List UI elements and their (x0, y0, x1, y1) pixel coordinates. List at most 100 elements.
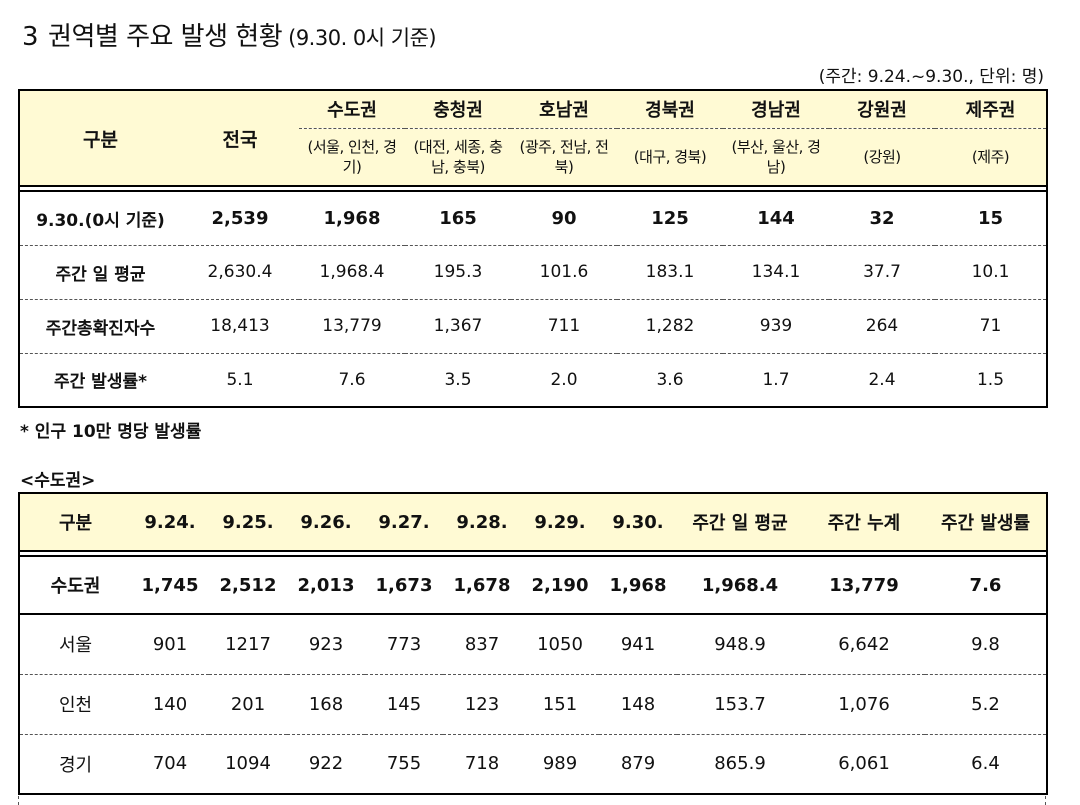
header-region: 제주권 (935, 90, 1047, 129)
cell-value: 1,673 (365, 556, 443, 615)
cell-value: 922 (287, 734, 365, 795)
cell-value: 2,630.4 (181, 245, 299, 300)
cell-value: 948.9 (677, 614, 803, 675)
cell-value: 865.9 (677, 734, 803, 795)
title-subtitle: (9.30. 0시 기준) (288, 26, 437, 50)
cell-value: 134.1 (723, 245, 829, 300)
cell-value: 1,968 (299, 191, 405, 246)
cell-value: 1.5 (976, 369, 1005, 390)
cell-value: 1,076 (803, 674, 925, 735)
cell-value: 2,013 (287, 556, 365, 615)
cell-value: 2,512 (209, 556, 287, 615)
cell-value: 1217 (209, 614, 287, 675)
header-region-sub: (부산, 울산, 경남) (723, 128, 829, 187)
cell-value: 201 (209, 674, 287, 735)
header-cell: 주간 일 평균 (677, 493, 803, 551)
cell-value: 9.8 (925, 614, 1047, 675)
row-label: 경기 (19, 734, 131, 795)
cell-value: 755 (365, 734, 443, 795)
header-region: 경북권 (617, 90, 723, 129)
cell-value: 1,968 (599, 556, 677, 615)
row-label: 주간총확진자수 (19, 299, 181, 354)
table-row: 주간총확진자수 18,413 13,779 1,367 711 1,282 93… (19, 299, 1047, 354)
cell-value: 90 (511, 191, 617, 246)
header-cell: 구분 (19, 493, 131, 551)
cell-value: 123 (443, 674, 521, 735)
cell-value: 711 (511, 299, 617, 354)
cell-value: 183.1 (617, 245, 723, 300)
unit-note: (주간: 9.24.~9.30., 단위: 명) (818, 67, 1044, 87)
cell-value: 901 (131, 614, 209, 675)
capital-region-table: 구분 9.24. 9.25. 9.26. 9.27. 9.28. 9.29. 9… (18, 492, 1048, 795)
cell-value: 32 (829, 191, 935, 246)
header-cell: 주간 발생률 (925, 493, 1047, 551)
header-region-sub: (서울, 인천, 경기) (299, 128, 405, 187)
header-cell: 9.25. (209, 493, 287, 551)
cell-value: 1,968.4 (677, 556, 803, 615)
header-region-sub: (대구, 경북) (617, 128, 723, 187)
cell-value: 2,190 (521, 556, 599, 615)
header-region-sub: (제주) (935, 128, 1047, 187)
row-label: 수도권 (19, 556, 131, 615)
header-cell: 9.27. (365, 493, 443, 551)
cell-value: 2.4 (868, 369, 896, 390)
cell-value: 3.5 (444, 369, 472, 390)
table-row: 9.30.(0시 기준) 2,539 1,968 165 90 125 144 … (19, 191, 1047, 246)
header-region-sub: (대전, 세종, 충남, 충북) (405, 128, 511, 187)
cell-value: 195.3 (405, 245, 511, 300)
header-cell: 9.28. (443, 493, 521, 551)
footnote: * 인구 10만 명당 발생률 (20, 422, 202, 442)
header-category: 구분 (19, 90, 181, 187)
cell-value: 3.6 (656, 369, 684, 390)
cell-value: 718 (443, 734, 521, 795)
title-text: 권역별 주요 발생 현황 (48, 22, 283, 52)
cell-value: 837 (443, 614, 521, 675)
cell-value: 168 (287, 674, 365, 735)
header-region: 경남권 (723, 90, 829, 129)
cell-value: 1,745 (131, 556, 209, 615)
cell-value: 37.7 (829, 245, 935, 300)
row-label: 인천 (19, 674, 131, 735)
cell-value: 71 (935, 299, 1047, 354)
header-cell: 주간 누계 (803, 493, 925, 551)
row-label: 주간 일 평균 (19, 245, 181, 300)
table-row: 경기 704 1094 922 755 718 989 879 865.9 6,… (19, 734, 1047, 795)
header-region: 호남권 (511, 90, 617, 129)
header-cell: 9.24. (131, 493, 209, 551)
cell-value: 773 (365, 614, 443, 675)
cell-value: 1,968.4 (299, 245, 405, 300)
header-cell: 9.26. (287, 493, 365, 551)
header-region: 강원권 (829, 90, 935, 129)
cell-value: 153.7 (677, 674, 803, 735)
table-separator (19, 550, 1047, 557)
table-row: 주간 일 평균 2,630.4 1,968.4 195.3 101.6 183.… (19, 245, 1047, 300)
cell-value: 6,642 (803, 614, 925, 675)
cell-value: 165 (405, 191, 511, 246)
cell-value: 879 (599, 734, 677, 795)
header-region: 수도권 (299, 90, 405, 129)
cell-value: 264 (829, 299, 935, 354)
header-cell: 9.29. (521, 493, 599, 551)
cell-value: 704 (131, 734, 209, 795)
cell-value: 18,413 (181, 299, 299, 354)
regional-summary-table: 구분 전국 수도권 충청권 호남권 경북권 경남권 강원권 제주권 (서울, 인… (18, 89, 1048, 408)
cell-value: 2.0 (550, 369, 578, 390)
cell-value: 10.1 (935, 245, 1047, 300)
header-region: 충청권 (405, 90, 511, 129)
cell-value: 13,779 (803, 556, 925, 615)
cell-value: 151 (521, 674, 599, 735)
cell-value: 1094 (209, 734, 287, 795)
cell-value: 13,779 (299, 299, 405, 354)
cell-value: 6,061 (803, 734, 925, 795)
cell-value: 140 (131, 674, 209, 735)
header-region-sub: (광주, 전남, 전북) (511, 128, 617, 187)
cell-value: 7.6 (338, 369, 366, 390)
cell-value: 1.7 (762, 369, 790, 390)
cell-value: 1,282 (617, 299, 723, 354)
cell-value: 939 (723, 299, 829, 354)
table-row: 주간 발생률* 5.1 7.6 3.5 2.0 3.6 1.7 2.4 1.5 (19, 353, 1047, 407)
cell-value: 144 (723, 191, 829, 246)
cell-value: 5.1 (226, 369, 254, 390)
cell-value: 145 (365, 674, 443, 735)
section-label: <수도권> (20, 471, 96, 491)
